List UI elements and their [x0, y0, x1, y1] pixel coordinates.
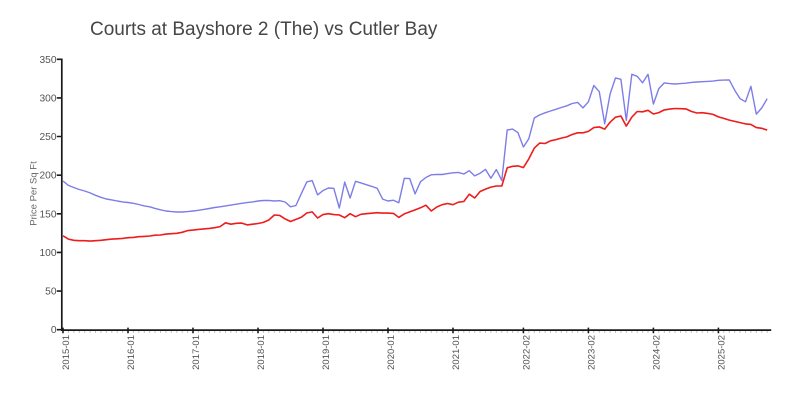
svg-text:250: 250: [40, 132, 57, 143]
svg-text:150: 150: [40, 209, 57, 220]
svg-text:2018-01: 2018-01: [256, 335, 267, 370]
svg-text:2015-01: 2015-01: [61, 335, 72, 370]
svg-text:50: 50: [45, 287, 57, 298]
svg-text:2023-02: 2023-02: [586, 335, 597, 370]
svg-text:0: 0: [51, 325, 57, 336]
svg-text:2019-01: 2019-01: [321, 335, 332, 370]
svg-text:2016-01: 2016-01: [126, 335, 137, 370]
svg-text:2025-02: 2025-02: [716, 335, 727, 370]
svg-text:200: 200: [40, 171, 57, 182]
svg-text:300: 300: [40, 93, 57, 104]
svg-text:2017-01: 2017-01: [191, 335, 202, 370]
svg-text:100: 100: [40, 248, 57, 259]
svg-text:2022-02: 2022-02: [521, 335, 532, 370]
svg-text:2021-01: 2021-01: [451, 335, 462, 370]
svg-text:350: 350: [40, 55, 57, 66]
svg-text:Price Per Sq Ft: Price Per Sq Ft: [29, 161, 40, 226]
svg-text:Courts at Bayshore 2 (The) vs: Courts at Bayshore 2 (The) vs Cutler Bay: [90, 19, 438, 40]
svg-text:2020-01: 2020-01: [386, 335, 397, 370]
svg-text:2024-02: 2024-02: [651, 335, 662, 370]
